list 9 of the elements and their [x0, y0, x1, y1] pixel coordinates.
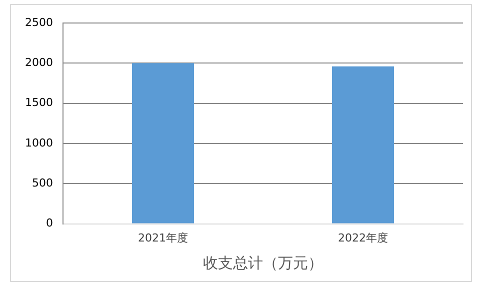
y-tick-label: 2500 — [24, 16, 53, 29]
y-tick-label: 1000 — [24, 136, 53, 150]
x-tick-label: 2022年度 — [338, 231, 388, 244]
y-tick-label: 2000 — [24, 56, 53, 70]
y-tick-label: 1500 — [24, 96, 53, 110]
y-tick-label: 0 — [46, 216, 53, 230]
y-tick-label: 500 — [32, 176, 53, 190]
x-tick-label: 2021年度 — [138, 231, 188, 244]
x-axis-title: 收支总计（万元） — [202, 254, 323, 272]
